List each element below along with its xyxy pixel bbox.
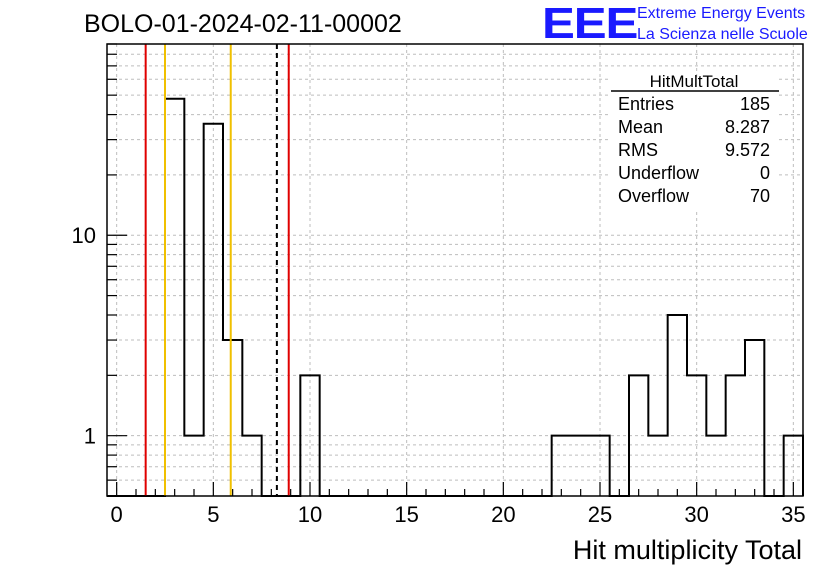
histogram-bin: [223, 340, 242, 496]
logo-line1: Extreme Energy Events: [637, 5, 806, 22]
stats-value: 185: [740, 94, 770, 114]
x-tick-label: 35: [781, 502, 805, 527]
eee-logo: EEE Extreme Energy Events La Scienza nel…: [542, 2, 832, 46]
histogram-bin: [668, 315, 687, 496]
page-title: BOLO-01-2024-02-11-00002: [84, 10, 402, 38]
stats-value: 9.572: [725, 140, 770, 160]
stats-rows: Entries 185 Mean 8.287 RMS 9.572 Underflow 0 Ove…: [618, 94, 770, 206]
x-tick-label: 0: [111, 502, 123, 527]
stats-label: Mean: [618, 117, 663, 137]
histogram-bin: [726, 375, 745, 496]
x-tick-label: 5: [207, 502, 219, 527]
stats-box-background: [611, 78, 779, 210]
stats-title: HitMultTotal: [650, 72, 739, 91]
histogram-bin: [745, 340, 764, 496]
x-tick-label: 10: [298, 502, 322, 527]
stats-label: Underflow: [618, 163, 700, 183]
y-tick-labels: 1 10: [72, 223, 96, 448]
stats-value: 70: [750, 186, 770, 206]
marker-lines: [144, 44, 290, 496]
stats-label: RMS: [618, 140, 658, 160]
stats-label: Entries: [618, 94, 674, 114]
axis-ticks: [107, 43, 794, 497]
stats-box: HitMultTotal Entries 185 Mean 8.287 RMS 9.572…: [611, 72, 779, 210]
logo-mark: EEE: [542, 0, 638, 48]
stats-label: Overflow: [618, 186, 690, 206]
x-tick-label: 25: [588, 502, 612, 527]
x-tick-label: 30: [684, 502, 708, 527]
plot-frame: [106, 43, 804, 497]
logo-line2: La Scienza nelle Scuole: [637, 26, 808, 43]
stats-value: 8.287: [725, 117, 770, 137]
x-axis-title: Hit multiplicity Total: [573, 535, 802, 565]
x-tick-labels: 0 5 10 15 20 25 30 35: [111, 502, 806, 527]
histogram-bin: [648, 436, 667, 496]
x-tick-label: 15: [394, 502, 418, 527]
y-tick-label: 10: [72, 223, 96, 248]
histogram-bin: [552, 436, 571, 496]
histogram-bin: [165, 99, 184, 496]
stats-value: 0: [760, 163, 770, 183]
x-tick-label: 20: [491, 502, 515, 527]
y-tick-label: 1: [84, 424, 96, 449]
